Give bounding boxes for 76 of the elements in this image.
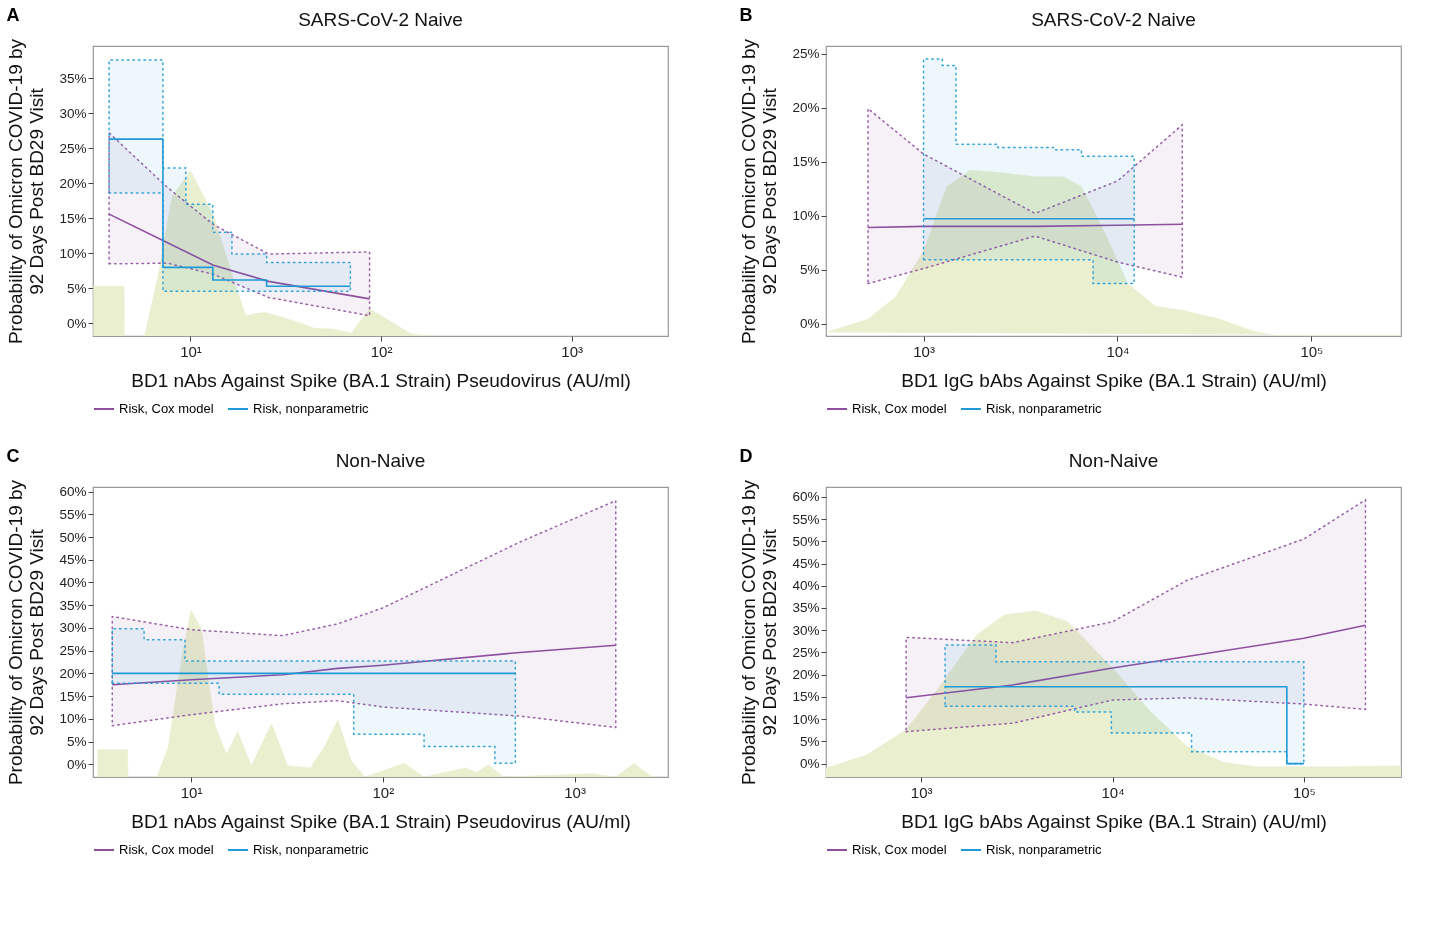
y-tick-label: 30% — [792, 622, 820, 638]
chart-title: Non-Naive — [335, 450, 426, 472]
y-tick-label: 40% — [792, 578, 820, 594]
y-tick-label: 15% — [59, 210, 87, 226]
y-tick-label: 50% — [59, 529, 87, 545]
y-tick-label: 25% — [792, 644, 820, 660]
x-tick-label: 10² — [370, 342, 393, 360]
y-tick-label: 0% — [66, 315, 87, 331]
y-tick-label: 5% — [799, 262, 820, 278]
y-tick-label: 50% — [792, 533, 820, 549]
x-tick-label: 10¹ — [180, 342, 202, 360]
y-tick-label: 35% — [59, 70, 87, 86]
x-axis-title: BD1 IgG bAbs Against Spike (BA.1 Strain) (AU/ml) — [901, 810, 1327, 832]
y-axis-title: Probability of Omicron COVID-19 by 92 Days Post BD29 Visit — [738, 38, 781, 345]
x-tick-label: 10³ — [564, 783, 586, 801]
y-tick-label: 0% — [799, 316, 820, 332]
text: A — [6, 4, 20, 25]
y-tick-label: 40% — [59, 574, 87, 590]
legend-label: Risk, Cox model — [119, 401, 214, 416]
x-tick-label: 10¹ — [180, 783, 203, 801]
legend-label: Risk, Cox model — [852, 842, 947, 857]
y-tick-label: 55% — [792, 511, 820, 527]
y-tick-label: 10% — [792, 711, 820, 727]
y-axis-title: Probability of Omicron COVID-19 by 92 Days Post BD29 Visit — [5, 479, 48, 786]
y-tick-label: 10% — [792, 208, 820, 224]
y-tick-label: 55% — [59, 506, 87, 522]
y-tick-label: 20% — [59, 175, 87, 191]
y-tick-label: 0% — [66, 756, 87, 772]
x-tick-label: 10³ — [561, 342, 584, 360]
y-tick-label: 60% — [59, 484, 87, 500]
y-tick-label: 25% — [59, 643, 87, 659]
y-tick-label: 20% — [792, 667, 820, 683]
y-tick-label: 35% — [59, 597, 87, 613]
legend-label: Risk, Cox model — [852, 401, 947, 416]
y-tick-label: 10% — [59, 711, 87, 727]
y-axis-title: Probability of Omicron COVID-19 by 92 Days Post BD29 Visit — [738, 479, 781, 786]
y-tick-label: 15% — [792, 154, 820, 170]
y-tick-label: 25% — [59, 140, 87, 156]
y-tick-label: 45% — [59, 552, 87, 568]
y-tick-label: 5% — [66, 280, 87, 296]
y-tick-label: 20% — [792, 100, 820, 116]
y-tick-label: 25% — [792, 46, 820, 62]
y-tick-label: 5% — [799, 733, 820, 749]
y-tick-label: 0% — [799, 756, 820, 772]
x-tick-label: 10⁵ — [1292, 783, 1316, 801]
text: D — [739, 445, 753, 466]
text: C — [6, 445, 20, 466]
x-tick-label: 10³ — [913, 342, 935, 360]
chart-title: Non-Naive — [1068, 450, 1159, 472]
y-tick-label: 30% — [59, 105, 87, 121]
x-tick-label: 10⁵ — [1300, 342, 1324, 360]
x-tick-label: 10⁴ — [1101, 783, 1125, 801]
x-axis-title: BD1 nAbs Against Spike (BA.1 Strain) Pseudovirus (AU/ml) — [131, 369, 631, 391]
x-tick-label: 10² — [372, 783, 395, 801]
y-tick-label: 20% — [59, 665, 87, 681]
chart-title: SARS-CoV-2 Naive — [298, 9, 463, 31]
y-tick-label: 30% — [59, 620, 87, 636]
y-tick-label: 35% — [792, 600, 820, 616]
legend-label: Risk, nonparametric — [986, 401, 1103, 416]
x-tick-label: 10⁴ — [1106, 342, 1130, 360]
legend-label: Risk, nonparametric — [253, 401, 370, 416]
y-tick-label: 60% — [792, 489, 820, 505]
y-tick-label: 45% — [792, 556, 820, 571]
text: B — [739, 4, 753, 25]
x-axis-title: BD1 IgG bAbs Against Spike (BA.1 Strain) (AU/ml) — [901, 369, 1327, 391]
x-axis-title: BD1 nAbs Against Spike (BA.1 Strain) Pseudovirus (AU/ml) — [131, 810, 631, 832]
x-tick-label: 10³ — [910, 783, 933, 801]
y-tick-label: 10% — [59, 245, 87, 261]
legend-label: Risk, nonparametric — [986, 842, 1103, 857]
chart-title: SARS-CoV-2 Naive — [1031, 9, 1196, 31]
y-tick-label: 15% — [59, 688, 87, 704]
y-tick-label: 15% — [792, 689, 820, 705]
legend-label: Risk, Cox model — [119, 842, 214, 857]
y-axis-title: Probability of Omicron COVID-19 by 92 Days Post BD29 Visit — [5, 38, 48, 345]
y-tick-label: 5% — [66, 734, 87, 750]
legend-label: Risk, nonparametric — [253, 842, 370, 857]
